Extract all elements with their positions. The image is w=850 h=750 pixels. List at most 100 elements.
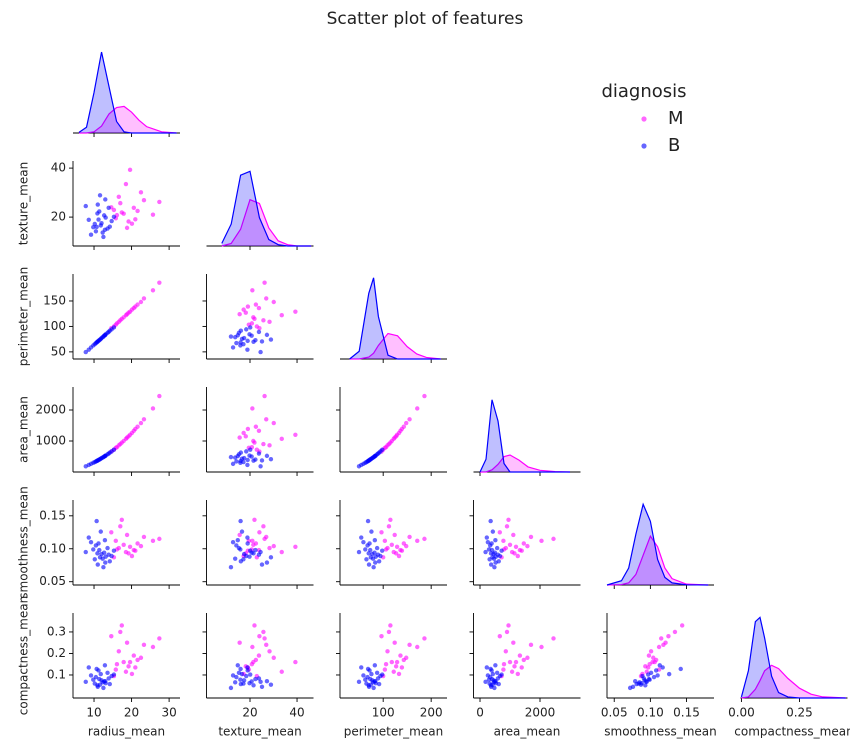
scatter-point xyxy=(119,210,125,215)
scatter-point xyxy=(365,458,371,464)
scatter-point xyxy=(101,565,106,570)
x-tick-label: 0.00 xyxy=(728,706,755,720)
scatter-point xyxy=(245,426,251,432)
scatter-point xyxy=(259,562,265,567)
scatter-point xyxy=(404,420,409,426)
scatter-point xyxy=(391,669,396,674)
scatter-point xyxy=(126,219,131,224)
scatter-point xyxy=(279,669,284,674)
scatter-point xyxy=(488,666,493,672)
scatter-point xyxy=(268,682,274,687)
scatter-point xyxy=(97,193,103,198)
scatter-point xyxy=(365,666,371,672)
y-tick-label: 2000 xyxy=(35,403,66,417)
scatter-point xyxy=(259,339,265,344)
scatter-point xyxy=(97,682,103,687)
scatter-point xyxy=(230,345,236,350)
y-tick-label: 150 xyxy=(43,293,66,307)
scatter-point xyxy=(92,557,97,562)
scatter-point xyxy=(646,653,652,658)
scatter-point xyxy=(102,663,108,668)
scatter-point xyxy=(243,434,248,439)
scatter-point xyxy=(101,213,107,218)
chart-title: Scatter plot of features xyxy=(327,9,524,29)
kde-fill xyxy=(79,106,177,133)
scatter-point xyxy=(238,518,243,524)
scatter-point xyxy=(394,544,400,549)
scatter-point xyxy=(492,685,497,691)
legend-label: B xyxy=(668,135,680,156)
scatter-point xyxy=(96,541,101,546)
scatter-point xyxy=(249,679,254,684)
scatter-point xyxy=(513,659,519,665)
scatter-point xyxy=(262,280,267,285)
scatter-point xyxy=(102,453,108,459)
scatter-point xyxy=(372,550,377,555)
scatter-point xyxy=(264,417,269,422)
kde-line xyxy=(221,170,312,247)
y-tick-label: 0.3 xyxy=(47,624,66,638)
kde-fill xyxy=(349,277,441,359)
scatter-point xyxy=(258,549,263,555)
scatter-point xyxy=(253,541,259,546)
scatter-point xyxy=(116,649,122,654)
scatter-point xyxy=(268,337,274,342)
scatter-point xyxy=(253,302,259,307)
scatter-point xyxy=(496,681,501,687)
scatter-point xyxy=(83,679,88,685)
scatter-point xyxy=(279,549,284,555)
scatter-point xyxy=(259,458,265,463)
legend-marker xyxy=(641,143,647,149)
scatter-point xyxy=(489,541,494,546)
scatter-point xyxy=(97,676,102,682)
scatter-point xyxy=(374,545,380,551)
scatter-point xyxy=(97,337,103,342)
y-tick-label: 40 xyxy=(51,161,66,175)
kde-line xyxy=(606,502,709,586)
scatter-point xyxy=(238,547,243,552)
scatter-point xyxy=(363,677,368,682)
scatter-point xyxy=(118,200,123,206)
scatter-point xyxy=(91,677,96,682)
scatter-point xyxy=(380,672,385,677)
scatter-point xyxy=(488,518,493,524)
scatter-point xyxy=(94,666,99,672)
scatter-point xyxy=(141,417,147,422)
scatter-point xyxy=(267,545,272,551)
scatter-point xyxy=(251,551,256,556)
x-axis-label: perimeter_mean xyxy=(344,725,443,739)
scatter-point xyxy=(124,435,130,440)
kde-line xyxy=(480,454,571,473)
scatter-point xyxy=(230,539,236,545)
scatter-point xyxy=(501,662,507,667)
scatter-point xyxy=(488,551,494,556)
scatter-point xyxy=(251,339,256,344)
scatter-point xyxy=(493,560,498,565)
scatter-point xyxy=(98,223,103,228)
scatter-point xyxy=(102,537,108,543)
scatter-point xyxy=(94,458,99,464)
x-axis-label: smoothness_mean xyxy=(604,725,716,739)
scatter-point xyxy=(258,349,263,355)
scatter-point xyxy=(488,562,494,567)
scatter-point xyxy=(116,194,122,199)
scatter-point xyxy=(126,664,131,669)
scatter-point xyxy=(253,676,258,682)
y-tick-label: 0.10 xyxy=(39,541,66,555)
scatter-point xyxy=(244,553,249,559)
scatter-point xyxy=(133,426,138,432)
scatter-point xyxy=(98,529,103,534)
scatter-point xyxy=(407,534,412,540)
scatter-point xyxy=(528,642,534,648)
scatter-point xyxy=(86,347,91,352)
scatter-point xyxy=(157,199,162,205)
scatter-point xyxy=(490,555,495,560)
scatter-point xyxy=(293,432,298,438)
scatter-point xyxy=(256,428,262,433)
scatter-point xyxy=(261,318,266,323)
scatter-point xyxy=(507,542,513,548)
x-tick-label: 20 xyxy=(124,706,139,720)
kde-line xyxy=(79,105,177,134)
scatter-point xyxy=(374,670,380,676)
scatter-point xyxy=(485,673,491,678)
